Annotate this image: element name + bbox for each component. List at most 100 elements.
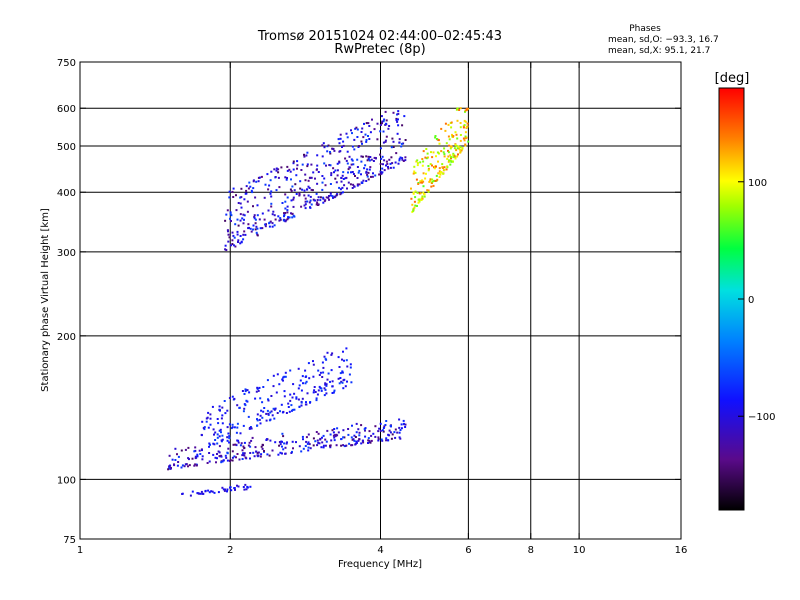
data-point xyxy=(458,109,461,111)
data-point xyxy=(341,174,344,177)
data-point xyxy=(177,461,180,463)
data-point xyxy=(360,442,363,445)
data-point xyxy=(369,166,372,169)
data-point xyxy=(464,131,467,134)
data-point xyxy=(400,427,403,430)
data-point xyxy=(374,174,377,177)
data-point xyxy=(395,152,398,155)
data-point xyxy=(291,408,294,411)
data-point xyxy=(230,214,233,217)
data-point xyxy=(397,118,399,121)
data-point xyxy=(413,206,416,209)
data-point xyxy=(385,437,388,440)
data-point xyxy=(284,193,287,196)
data-point xyxy=(233,236,236,239)
data-point xyxy=(362,136,365,139)
data-point xyxy=(350,444,353,447)
data-point xyxy=(321,376,324,378)
data-point xyxy=(308,201,311,204)
data-point xyxy=(217,422,220,425)
data-point xyxy=(351,171,354,173)
data-point xyxy=(390,146,393,149)
data-point xyxy=(421,179,424,182)
data-point xyxy=(304,382,307,385)
data-point xyxy=(256,227,259,230)
data-point xyxy=(277,176,280,179)
data-point xyxy=(286,169,289,172)
data-point xyxy=(338,366,341,368)
data-point xyxy=(343,359,345,362)
data-point xyxy=(278,219,281,222)
data-point xyxy=(343,184,346,187)
data-point xyxy=(378,427,381,430)
data-point xyxy=(323,394,326,397)
data-point xyxy=(321,175,324,177)
data-point xyxy=(345,159,348,162)
chart-subtitle: RwPretec (8p) xyxy=(334,42,425,57)
data-point xyxy=(232,244,235,247)
data-point xyxy=(286,165,289,168)
data-point xyxy=(464,144,467,147)
data-point xyxy=(349,183,352,186)
data-point xyxy=(423,193,426,196)
data-point xyxy=(261,443,264,446)
data-point xyxy=(360,160,363,163)
data-point xyxy=(421,197,424,200)
data-point xyxy=(361,439,364,442)
data-point xyxy=(256,413,259,416)
data-point xyxy=(181,464,184,467)
data-point xyxy=(325,196,328,199)
data-point xyxy=(448,159,450,162)
data-point xyxy=(418,198,421,201)
data-point xyxy=(455,108,458,111)
data-point xyxy=(367,122,370,125)
data-point xyxy=(461,147,464,150)
data-point xyxy=(255,225,258,228)
data-point xyxy=(416,205,418,207)
data-point xyxy=(368,439,371,442)
data-point xyxy=(399,156,402,159)
data-point xyxy=(334,435,337,438)
data-point xyxy=(412,192,415,195)
data-point xyxy=(307,433,310,436)
data-point xyxy=(329,183,332,185)
data-point xyxy=(261,416,264,419)
data-point xyxy=(379,124,382,126)
y-tick-label: 100 xyxy=(57,475,76,486)
data-point xyxy=(324,184,327,187)
data-point xyxy=(248,391,251,394)
data-point xyxy=(341,370,344,373)
data-point xyxy=(286,211,289,214)
data-point xyxy=(361,142,363,145)
data-point xyxy=(249,452,252,454)
data-point xyxy=(271,225,274,228)
data-point xyxy=(280,403,283,406)
data-point xyxy=(453,155,456,158)
data-point xyxy=(336,162,339,165)
data-point xyxy=(226,439,229,442)
data-point xyxy=(367,135,369,137)
data-point xyxy=(263,450,265,452)
data-point xyxy=(363,122,365,125)
data-point xyxy=(184,463,187,466)
data-point xyxy=(391,162,394,165)
data-point xyxy=(454,131,457,134)
data-point xyxy=(255,450,258,453)
data-point xyxy=(181,492,184,495)
data-point xyxy=(401,158,404,161)
data-point xyxy=(419,181,422,184)
data-point xyxy=(385,122,387,125)
data-point xyxy=(283,395,286,398)
data-point xyxy=(332,431,335,434)
data-point xyxy=(465,136,468,139)
data-point xyxy=(230,220,232,222)
data-point xyxy=(427,167,430,170)
data-point xyxy=(256,214,259,217)
data-point xyxy=(373,156,376,159)
data-point xyxy=(417,183,420,185)
data-point xyxy=(284,200,287,203)
data-point xyxy=(430,185,433,188)
data-point xyxy=(290,212,292,215)
data-point xyxy=(435,138,438,140)
data-point xyxy=(241,217,244,220)
